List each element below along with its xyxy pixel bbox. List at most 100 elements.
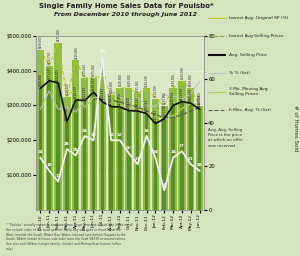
Text: $261,700: $261,700 — [162, 104, 166, 117]
Text: 32: 32 — [117, 133, 123, 137]
Bar — [143, 88, 150, 210]
Bar — [90, 78, 97, 210]
Text: $349,900: $349,900 — [118, 73, 122, 86]
Text: $289,333: $289,333 — [197, 94, 201, 108]
Text: 18: 18 — [197, 164, 203, 167]
Text: 24: 24 — [38, 151, 43, 154]
Bar — [145, 114, 148, 210]
Bar — [154, 124, 157, 210]
Text: $414,750: $414,750 — [47, 51, 51, 64]
Text: 27: 27 — [179, 144, 185, 148]
Text: Avg. Avg. Selling
Price is the price
at which an offer
was received: Avg. Avg. Selling Price is the price at … — [208, 128, 243, 148]
Text: $335,000: $335,000 — [136, 79, 140, 92]
Text: $349,500: $349,500 — [38, 74, 42, 87]
Bar — [189, 103, 193, 210]
Bar — [160, 105, 168, 210]
Bar — [47, 81, 51, 210]
Text: 24: 24 — [152, 151, 158, 154]
Bar — [65, 122, 69, 210]
Text: $299,900: $299,900 — [198, 91, 202, 104]
Text: $371,167: $371,167 — [47, 66, 51, 79]
Text: 32: 32 — [108, 133, 114, 137]
Text: $329,900: $329,900 — [109, 80, 113, 93]
Text: Avg. Selling Price: Avg. Selling Price — [230, 53, 267, 57]
Text: 70: 70 — [99, 50, 105, 54]
Text: $276,667: $276,667 — [144, 99, 148, 112]
Text: $349,900: $349,900 — [127, 73, 131, 86]
Bar — [162, 119, 166, 210]
Text: $369,900: $369,900 — [180, 67, 184, 79]
Text: $310,433: $310,433 — [100, 87, 104, 100]
Text: 34: 34 — [82, 129, 88, 133]
Bar — [109, 106, 113, 210]
Text: $338,267: $338,267 — [91, 77, 95, 90]
Text: Single Family Home Sales Data for Poulsbo*: Single Family Home Sales Data for Poulsb… — [39, 3, 213, 8]
Bar — [81, 78, 88, 210]
Text: 25: 25 — [73, 148, 79, 152]
Text: $349,000: $349,000 — [145, 74, 148, 87]
Bar — [39, 88, 42, 210]
Text: 21: 21 — [135, 157, 141, 161]
Bar — [83, 101, 86, 210]
Bar — [136, 111, 140, 210]
Text: lowest Avg. Original SP (%): lowest Avg. Original SP (%) — [230, 16, 289, 20]
Bar — [187, 88, 194, 210]
Bar — [196, 105, 203, 210]
Bar — [198, 109, 201, 210]
Text: $285,200: $285,200 — [126, 96, 130, 109]
Bar — [116, 88, 124, 210]
Bar — [134, 93, 141, 210]
Bar — [74, 100, 78, 210]
Bar — [55, 43, 62, 210]
Text: 18: 18 — [46, 164, 52, 167]
Text: $284,167: $284,167 — [135, 96, 139, 109]
Text: 24: 24 — [170, 151, 176, 154]
Text: lowest Avg Selling Prices: lowest Avg Selling Prices — [230, 34, 284, 38]
Bar — [169, 88, 177, 210]
Bar — [56, 83, 60, 210]
Text: $253,800: $253,800 — [64, 107, 68, 120]
Bar — [178, 81, 185, 210]
Text: $379,900: $379,900 — [92, 63, 95, 76]
Bar — [125, 88, 133, 210]
Text: 32: 32 — [91, 133, 96, 137]
Bar — [152, 99, 159, 210]
Text: $306,533: $306,533 — [188, 89, 192, 101]
Text: $325,000: $325,000 — [65, 82, 69, 95]
Text: $379,450: $379,450 — [82, 63, 87, 76]
Text: $311,150: $311,150 — [179, 87, 184, 100]
Text: $313,767: $313,767 — [82, 86, 86, 99]
Text: 21: 21 — [188, 157, 194, 161]
Bar — [180, 102, 184, 210]
Bar — [118, 107, 122, 210]
Bar — [92, 92, 95, 210]
Text: $349,900: $349,900 — [189, 73, 193, 86]
Bar — [99, 76, 106, 210]
Bar — [127, 111, 131, 210]
Text: $479,900: $479,900 — [56, 28, 60, 41]
Text: $296,767: $296,767 — [109, 92, 113, 105]
Text: 28: 28 — [64, 142, 70, 146]
Text: 13: 13 — [55, 174, 61, 178]
Text: $295,500: $295,500 — [118, 93, 122, 105]
Text: $349,900: $349,900 — [171, 73, 175, 86]
Text: $247,933: $247,933 — [153, 109, 157, 122]
Text: $319,900: $319,900 — [153, 84, 158, 97]
Text: $364,875: $364,875 — [56, 68, 60, 81]
Text: 9: 9 — [163, 183, 166, 187]
Text: 34: 34 — [144, 129, 149, 133]
Text: $299,900: $299,900 — [162, 91, 166, 104]
Text: 26: 26 — [126, 146, 132, 150]
Bar — [63, 97, 70, 210]
Bar — [37, 50, 44, 210]
Text: $459,500: $459,500 — [38, 36, 42, 48]
Bar — [46, 66, 53, 210]
Text: $429,900: $429,900 — [74, 46, 78, 59]
Text: $299,933: $299,933 — [171, 91, 175, 104]
Bar — [72, 60, 80, 210]
Text: # of Homes Sold: # of Homes Sold — [293, 105, 298, 151]
Text: $384,900: $384,900 — [100, 61, 104, 74]
Text: From December 2010 through June 2012: From December 2010 through June 2012 — [55, 12, 197, 17]
Text: % % (list): % % (list) — [230, 71, 250, 75]
Text: * "Poulsbo" actually means a computer area larger than the official city limits : * "Poulsbo" actually means a computer ar… — [6, 223, 133, 251]
